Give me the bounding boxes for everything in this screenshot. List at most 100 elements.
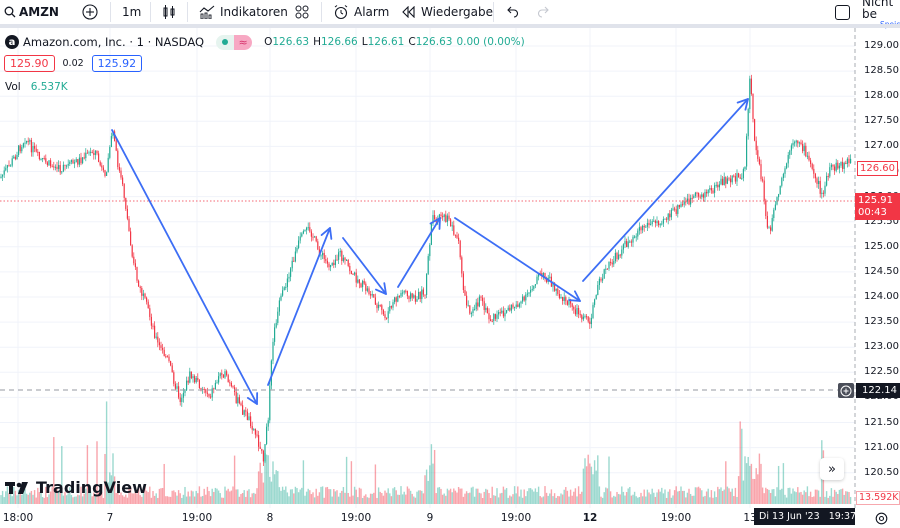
price-chart[interactable] [0, 28, 900, 528]
market-open-dot-icon [216, 34, 235, 50]
indicators-button[interactable]: Indikatoren [199, 0, 288, 24]
amazon-logo-icon: a [5, 35, 19, 49]
time-axis[interactable]: 18:00 7 19:00 8 19:00 9 19:00 12 19:00 13 [0, 508, 855, 528]
time-axis-label: 7 [106, 512, 114, 524]
volume-axis-badge: 13.592K [856, 491, 900, 505]
price-axis[interactable]: 129.00128.50128.00127.50127.00126.50126.… [855, 28, 900, 508]
price-axis-label: 128.00 [864, 90, 899, 102]
instrument-title[interactable]: Amazon.com, Inc. · 1 · NASDAQ [23, 35, 205, 49]
price-axis-label: 123.00 [864, 341, 899, 353]
interval-button[interactable]: 1m [122, 0, 141, 24]
bid-ask-row: 125.90 0.02 125.92 [4, 55, 143, 72]
time-axis-label: 19:00 [500, 512, 532, 524]
alert-label: Alarm [354, 5, 390, 19]
rewind-icon [402, 6, 415, 18]
time-axis-label: 12 [582, 512, 598, 524]
save-checkbox[interactable] [835, 0, 850, 24]
time-axis-label: 19:00 [340, 512, 372, 524]
price-axis-label: 123.50 [864, 316, 899, 328]
price-axis-label: 124.50 [864, 265, 899, 277]
crosshair-price-badge: 122.14 [856, 383, 900, 398]
volume-legend: Vol 6.537K [5, 81, 68, 93]
chart-grid [0, 28, 855, 508]
replay-label: Wiedergabe [421, 5, 494, 19]
compare-symbol-button[interactable] [82, 0, 98, 24]
ohlc-values: O126.63 H126.66 L126.61 C126.63 0.00 (0.… [264, 36, 525, 48]
toolbar-divider [0, 24, 900, 28]
bar-countdown: 00:43 [858, 207, 887, 218]
divider [150, 2, 151, 22]
double-chevron-right-icon: » [828, 461, 836, 477]
last-price-badge: 126.60 [857, 161, 898, 176]
search-icon [4, 6, 16, 18]
undo-button[interactable] [505, 0, 519, 24]
price-axis-label: 129.00 [864, 40, 899, 51]
symbol-name: AMZN [19, 5, 59, 19]
scroll-to-realtime-button[interactable]: » [820, 458, 844, 480]
price-axis-label: 127.50 [864, 115, 899, 127]
open-value: 126.63 [272, 36, 310, 48]
replay-button[interactable]: Wiedergabe [402, 0, 493, 24]
price-axis-label: 125.00 [864, 240, 899, 252]
gear-icon [875, 512, 887, 524]
chart-type-button[interactable] [162, 0, 176, 24]
symbol-search[interactable]: AMZN [4, 0, 59, 24]
plus-circle-icon [840, 385, 852, 396]
checkbox-icon [835, 4, 850, 20]
divider [493, 2, 494, 22]
tradingview-mark-icon [5, 481, 28, 494]
templates-button[interactable] [295, 0, 309, 24]
grid-icon [295, 5, 309, 19]
volume-label: Vol [5, 81, 21, 93]
top-toolbar: AMZN 1m Indikatoren Alarm Wiedergabe Nic… [0, 0, 900, 29]
price-axis-label: 121.00 [864, 441, 899, 453]
save-status-label: Nicht be [862, 0, 894, 21]
price-axis-label: 120.50 [864, 466, 899, 478]
sell-button[interactable]: 125.90 [4, 55, 55, 72]
time-axis-label: 18:00 [2, 512, 34, 524]
time-axis-label: 19:00 [660, 512, 692, 524]
close-value: 126.63 [415, 36, 453, 48]
chart-legend: a Amazon.com, Inc. · 1 · NASDAQ ≈ O126.6… [5, 34, 525, 50]
spread-value: 0.02 [62, 58, 84, 69]
candlestick-series [0, 74, 852, 466]
alert-button[interactable]: Alarm [333, 0, 389, 24]
time-axis-label: 9 [426, 512, 434, 524]
change-value: 0.00 (0.00%) [456, 36, 525, 48]
high-value: 126.66 [320, 36, 358, 48]
crosshair-time-badge: Di 13 Jun '23 19:37 [754, 508, 856, 525]
time-axis-label: 19:00 [181, 512, 213, 524]
brand-name: TradingView [36, 478, 147, 497]
price-axis-label: 124.00 [864, 291, 899, 302]
low-value: 126.61 [367, 36, 405, 48]
time-axis-label: 8 [266, 512, 274, 524]
save-status[interactable]: Nicht be Speic [862, 0, 900, 29]
volume-bars [0, 401, 852, 504]
price-axis-label: 127.00 [864, 140, 899, 152]
price-axis-label: 128.50 [864, 65, 899, 77]
trend-arrow-drawings[interactable] [111, 98, 749, 405]
indicators-icon [199, 5, 215, 19]
add-alert-plus-button[interactable] [838, 383, 854, 398]
divider [321, 2, 322, 22]
current-price-value: 125.91 [858, 195, 893, 206]
divider [187, 2, 188, 22]
alarm-clock-icon [334, 5, 348, 20]
current-price-badge: 125.91 00:43 [855, 193, 900, 220]
delayed-data-icon: ≈ [234, 34, 253, 50]
interval-label: 1m [122, 5, 142, 19]
market-status-pill[interactable]: ≈ [216, 34, 253, 50]
price-axis-label: 121.50 [864, 416, 899, 428]
indicators-label: Indikatoren [220, 5, 288, 19]
tradingview-logo[interactable]: TradingView [5, 478, 147, 497]
candles-icon [163, 5, 175, 19]
settings-button[interactable] [873, 510, 889, 526]
price-axis-label: 122.50 [864, 366, 899, 378]
time-axis-label: 13 [743, 512, 757, 524]
price-axis-label: 125.50 [864, 215, 899, 227]
plus-circle-icon [82, 4, 98, 20]
undo-icon [507, 6, 519, 18]
buy-button[interactable]: 125.92 [91, 55, 143, 72]
redo-button[interactable] [537, 0, 551, 24]
redo-icon [537, 6, 549, 18]
